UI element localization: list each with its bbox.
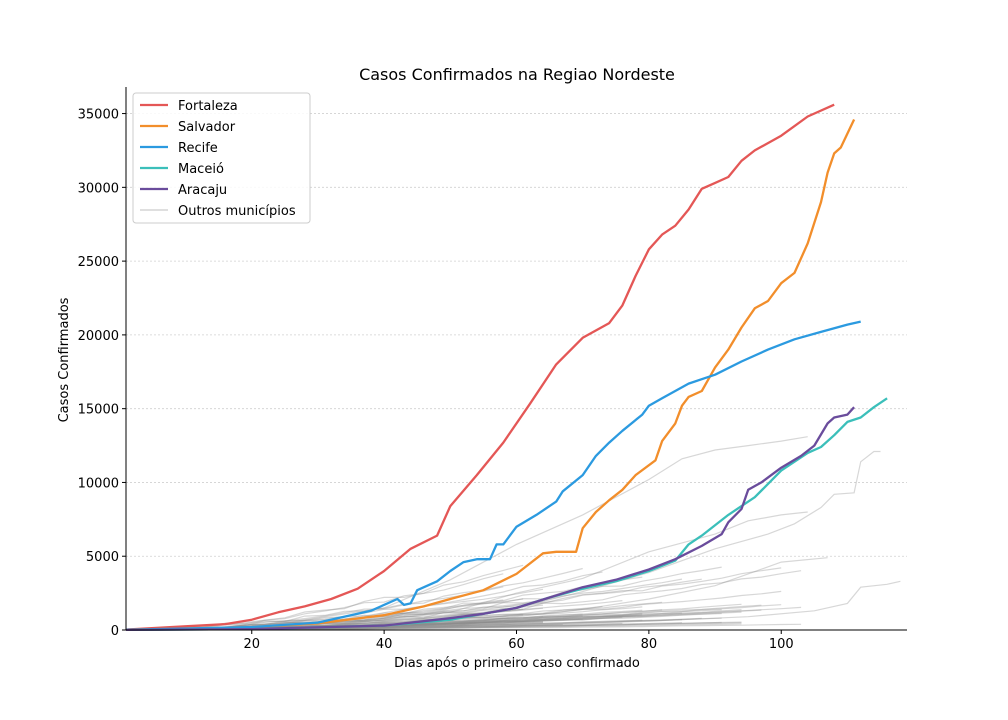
chart-title: Casos Confirmados na Regiao Nordeste: [359, 65, 675, 84]
y-tick-label: 20000: [78, 329, 119, 344]
x-tick-label: 100: [769, 637, 794, 652]
other-municipality-line: [125, 580, 901, 631]
y-tick-label: 15000: [78, 403, 119, 418]
y-tick-label: 10000: [78, 476, 119, 491]
legend-label: Maceió: [178, 162, 224, 177]
legend-label: Recife: [178, 141, 218, 156]
legend-label: Fortaleza: [178, 99, 238, 114]
series-line-recife: [125, 320, 861, 631]
y-tick-label: 25000: [78, 255, 119, 270]
legend-label: Salvador: [178, 120, 236, 135]
x-tick-label: 20: [243, 637, 260, 652]
y-axis-title: Casos Confirmados: [57, 297, 72, 422]
x-axis-title: Dias após o primeiro caso confirmado: [394, 656, 640, 671]
axes: 20 40 60 80 100 0 5000 10000 15000 20000 25000 3000…: [78, 87, 907, 652]
x-tick-label: 40: [376, 637, 393, 652]
series-lines: [125, 103, 888, 632]
other-municipality-line: [125, 557, 828, 631]
x-tick-label: 60: [508, 637, 525, 652]
legend: Fortaleza Salvador Recife Maceió Aracaju Outr…: [132, 92, 311, 224]
y-tick-label: 30000: [78, 181, 119, 196]
other-municipality-line: [125, 511, 808, 631]
legend-box: [132, 92, 311, 224]
series-line-salvador: [125, 119, 856, 631]
series-line-aracaju: [125, 406, 855, 632]
legend-label: Aracaju: [178, 183, 227, 198]
legend-label: Outros municípios: [178, 204, 296, 219]
other-municipality-line: [125, 567, 583, 631]
x-tick-label: 80: [641, 637, 658, 652]
y-tick-label: 35000: [78, 108, 119, 123]
y-tick-label: 5000: [86, 550, 119, 565]
other-municipality-line: [125, 436, 808, 631]
series-line-fortaleza: [125, 103, 835, 631]
y-tick-label: 0: [111, 624, 119, 639]
